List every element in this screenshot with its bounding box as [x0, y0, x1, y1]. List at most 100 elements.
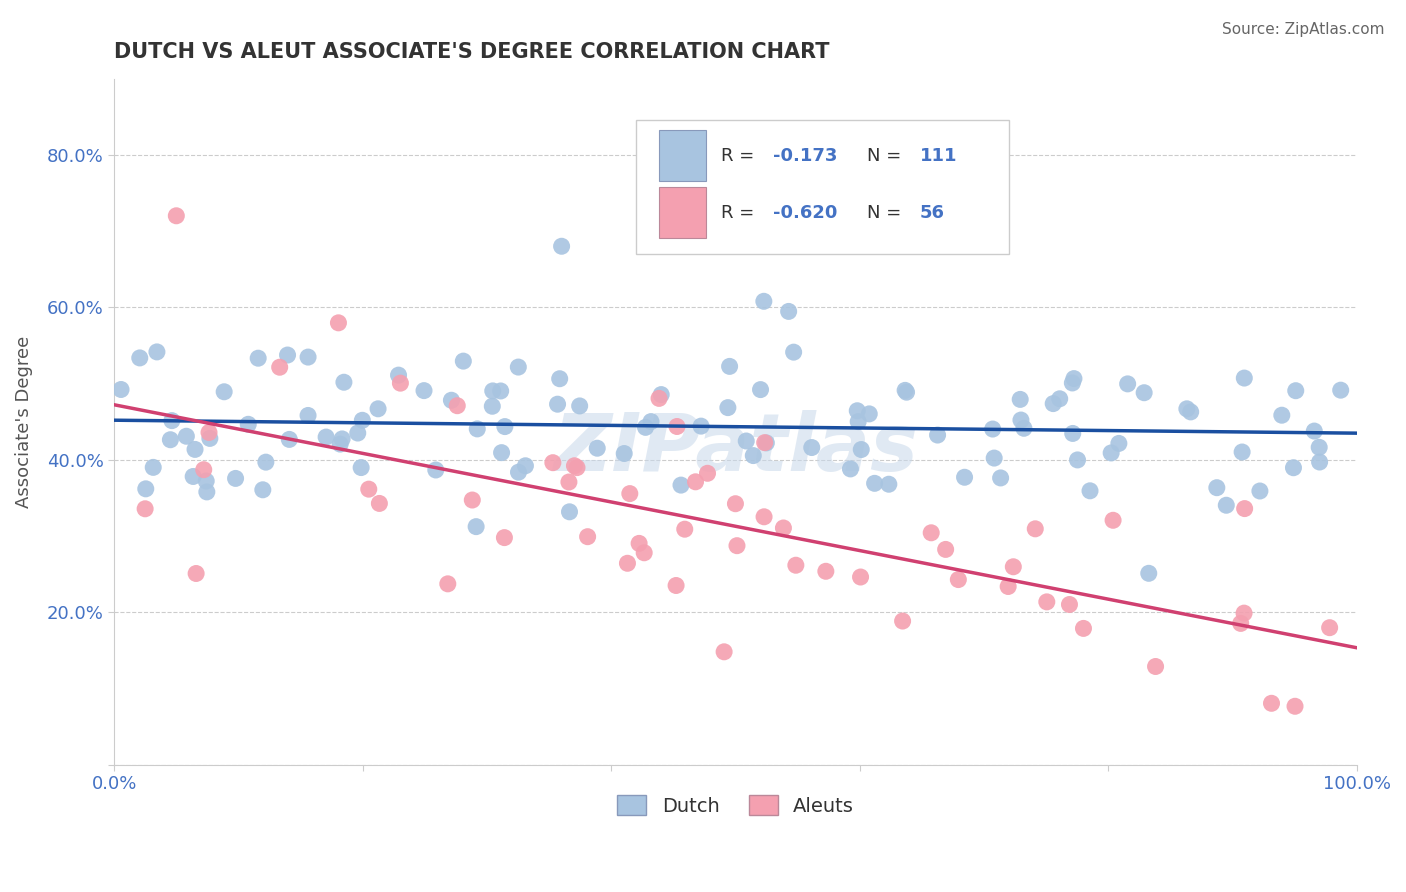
Point	[425, 463, 447, 477]
Point	[315, 430, 337, 444]
Point	[278, 433, 301, 447]
Point	[1260, 696, 1282, 710]
Point	[785, 558, 807, 573]
Point	[1063, 371, 1085, 385]
Point	[814, 564, 837, 578]
Point	[846, 415, 869, 429]
Point	[1175, 401, 1198, 416]
Point	[550, 239, 572, 253]
Point	[1108, 436, 1130, 450]
FancyBboxPatch shape	[658, 187, 706, 238]
Point	[564, 458, 586, 473]
Point	[1271, 408, 1294, 422]
Point	[894, 384, 917, 398]
Point	[1010, 392, 1032, 407]
Point	[665, 419, 688, 434]
Point	[718, 359, 741, 374]
Point	[489, 384, 512, 398]
Text: R =: R =	[721, 147, 759, 165]
Point	[800, 441, 823, 455]
Point	[1073, 621, 1095, 635]
Point	[1062, 426, 1084, 441]
Point	[735, 434, 758, 448]
Point	[1144, 659, 1167, 673]
Point	[225, 471, 247, 485]
Text: Source: ZipAtlas.com: Source: ZipAtlas.com	[1222, 22, 1385, 37]
Point	[1062, 376, 1084, 390]
Point	[565, 460, 588, 475]
Point	[1229, 616, 1251, 631]
Point	[413, 384, 436, 398]
Point	[160, 414, 183, 428]
Point	[238, 417, 260, 432]
Point	[252, 483, 274, 497]
Point	[1002, 559, 1025, 574]
Point	[755, 436, 778, 450]
Point	[935, 542, 957, 557]
Point	[436, 577, 458, 591]
Point	[752, 294, 775, 309]
Y-axis label: Associate's Degree: Associate's Degree	[15, 335, 32, 508]
Point	[193, 463, 215, 477]
Point	[508, 465, 530, 479]
Point	[446, 399, 468, 413]
Point	[863, 476, 886, 491]
Point	[752, 509, 775, 524]
Point	[696, 467, 718, 481]
Point	[508, 360, 530, 375]
Point	[465, 519, 488, 533]
Point	[558, 475, 581, 489]
Point	[352, 413, 374, 427]
Point	[782, 345, 804, 359]
Point	[453, 354, 475, 368]
Text: N =: N =	[868, 147, 907, 165]
Point	[713, 645, 735, 659]
Point	[749, 383, 772, 397]
Point	[673, 522, 696, 536]
Point	[110, 383, 132, 397]
Point	[685, 475, 707, 489]
Point	[1319, 621, 1341, 635]
Point	[1230, 445, 1253, 459]
Point	[184, 442, 207, 457]
Point	[254, 455, 277, 469]
Point	[247, 351, 270, 366]
Point	[1205, 481, 1227, 495]
Point	[297, 409, 319, 423]
Point	[297, 350, 319, 364]
Point	[896, 385, 918, 400]
Point	[650, 387, 672, 401]
Point	[690, 419, 713, 434]
Point	[1282, 460, 1305, 475]
Point	[277, 348, 299, 362]
Point	[839, 462, 862, 476]
Point	[640, 415, 662, 429]
Text: DUTCH VS ALEUT ASSOCIATE'S DEGREE CORRELATION CHART: DUTCH VS ALEUT ASSOCIATE'S DEGREE CORREL…	[114, 42, 830, 62]
Point	[648, 392, 671, 406]
Point	[997, 580, 1019, 594]
Point	[633, 546, 655, 560]
Point	[176, 429, 198, 443]
Point	[634, 420, 657, 434]
Point	[613, 446, 636, 460]
Point	[195, 474, 218, 488]
Point	[953, 470, 976, 484]
Point	[465, 422, 488, 436]
Point	[754, 435, 776, 450]
Point	[772, 521, 794, 535]
Point	[1215, 498, 1237, 512]
Point	[858, 407, 880, 421]
Point	[135, 482, 157, 496]
Point	[717, 401, 740, 415]
Text: 56: 56	[920, 203, 945, 222]
Point	[547, 397, 569, 411]
Point	[1133, 385, 1156, 400]
Point	[1066, 453, 1088, 467]
Text: 111: 111	[920, 147, 957, 165]
Point	[846, 403, 869, 417]
Point	[269, 360, 291, 375]
Text: -0.173: -0.173	[773, 147, 837, 165]
Point	[891, 614, 914, 628]
Point	[491, 445, 513, 459]
Point	[1059, 598, 1081, 612]
